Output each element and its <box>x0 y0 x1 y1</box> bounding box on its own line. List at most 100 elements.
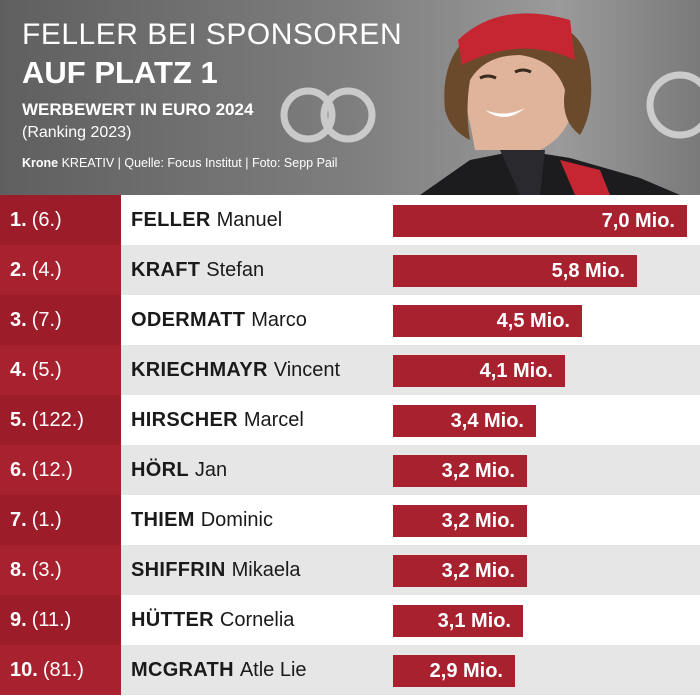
previous-rank: (81.) <box>42 658 84 681</box>
first-name: Stefan <box>206 258 265 281</box>
previous-rank: (6.) <box>31 208 62 231</box>
ranking-row: 9. (11.) HÜTTER Cornelia 3,1 Mio. <box>0 595 700 645</box>
athlete-name: HÖRL Jan <box>131 445 227 495</box>
rank-number: 7. <box>10 508 27 531</box>
subtitle-note: (Ranking 2023) <box>22 124 132 141</box>
value-bar: 3,4 Mio. <box>393 405 536 437</box>
credits: Krone KREATIV | Quelle: Focus Institut |… <box>22 156 337 170</box>
value-label: 7,0 Mio. <box>601 210 675 232</box>
rank-cell: 5. (122.) <box>0 395 121 445</box>
rank-cell: 6. (12.) <box>0 445 121 495</box>
value-bar: 3,2 Mio. <box>393 555 527 587</box>
rank-cell: 1. (6.) <box>0 195 121 245</box>
rank-cell: 2. (4.) <box>0 245 121 295</box>
credit-text: KREATIV | Quelle: Focus Institut | Foto:… <box>58 156 338 170</box>
first-name: Mikaela <box>231 558 301 581</box>
ranking-row: 10. (81.) MCGRATH Atle Lie 2,9 Mio. <box>0 645 700 695</box>
previous-rank: (122.) <box>31 408 84 431</box>
value-bar: 3,2 Mio. <box>393 505 527 537</box>
previous-rank: (7.) <box>31 308 62 331</box>
last-name: HÖRL <box>131 458 189 481</box>
ranking-row: 6. (12.) HÖRL Jan 3,2 Mio. <box>0 445 700 495</box>
athlete-name: THIEM Dominic <box>131 495 273 545</box>
value-label: 4,5 Mio. <box>496 310 570 332</box>
athlete-name: KRAFT Stefan <box>131 245 264 295</box>
value-label: 3,2 Mio. <box>441 460 515 482</box>
first-name: Vincent <box>273 358 341 381</box>
rank-number: 1. <box>10 208 27 231</box>
athlete-name: KRIECHMAYR Vincent <box>131 345 340 395</box>
last-name: THIEM <box>131 508 195 531</box>
value-label: 3,2 Mio. <box>441 560 515 582</box>
athlete-name: MCGRATH Atle Lie <box>131 645 307 695</box>
value-bar: 3,1 Mio. <box>393 605 523 637</box>
title-line-2: AUF PLATZ 1 <box>22 55 218 90</box>
rank-cell: 8. (3.) <box>0 545 121 595</box>
athlete-photo <box>0 0 700 195</box>
first-name: Marco <box>251 308 307 331</box>
last-name: HÜTTER <box>131 608 214 631</box>
value-label: 5,8 Mio. <box>551 260 625 282</box>
rank-number: 6. <box>10 458 27 481</box>
ranking-row: 7. (1.) THIEM Dominic 3,2 Mio. <box>0 495 700 545</box>
ranking-row: 3. (7.) ODERMATT Marco 4,5 Mio. <box>0 295 700 345</box>
subtitle: WERBEWERT IN EURO 2024 <box>22 100 254 119</box>
value-bar: 3,2 Mio. <box>393 455 527 487</box>
last-name: FELLER <box>131 208 211 231</box>
title-line-1: FELLER BEI SPONSOREN <box>22 18 403 51</box>
ranking-row: 2. (4.) KRAFT Stefan 5,8 Mio. <box>0 245 700 295</box>
athlete-name: HIRSCHER Marcel <box>131 395 304 445</box>
rank-number: 4. <box>10 358 27 381</box>
value-bar: 4,1 Mio. <box>393 355 565 387</box>
value-bar: 4,5 Mio. <box>393 305 582 337</box>
athlete-name: FELLER Manuel <box>131 195 282 245</box>
ranking-row: 5. (122.) HIRSCHER Marcel 3,4 Mio. <box>0 395 700 445</box>
value-bar: 2,9 Mio. <box>393 655 515 687</box>
rank-number: 10. <box>10 658 38 681</box>
previous-rank: (11.) <box>31 608 72 631</box>
rank-cell: 10. (81.) <box>0 645 121 695</box>
value-label: 3,2 Mio. <box>441 510 515 532</box>
last-name: KRIECHMAYR <box>131 358 268 381</box>
header: FELLER BEI SPONSOREN AUF PLATZ 1 WERBEWE… <box>0 0 700 195</box>
first-name: Atle Lie <box>239 658 307 681</box>
first-name: Marcel <box>243 408 304 431</box>
rank-cell: 4. (5.) <box>0 345 121 395</box>
rank-number: 9. <box>10 608 27 631</box>
previous-rank: (5.) <box>31 358 62 381</box>
last-name: HIRSCHER <box>131 408 238 431</box>
ranking-table: 1. (6.) FELLER Manuel 7,0 Mio. 2. (4.) KRAFT Ste… <box>0 195 700 700</box>
ranking-row: 1. (6.) FELLER Manuel 7,0 Mio. <box>0 195 700 245</box>
value-bar: 5,8 Mio. <box>393 255 637 287</box>
first-name: Cornelia <box>219 608 295 631</box>
previous-rank: (1.) <box>31 508 62 531</box>
credit-brand: Krone <box>22 156 59 170</box>
previous-rank: (4.) <box>31 258 62 281</box>
value-bar: 7,0 Mio. <box>393 205 687 237</box>
value-label: 4,1 Mio. <box>479 360 553 382</box>
value-label: 2,9 Mio. <box>429 660 503 682</box>
first-name: Jan <box>194 458 228 481</box>
athlete-name: ODERMATT Marco <box>131 295 307 345</box>
previous-rank: (3.) <box>31 558 62 581</box>
athlete-name: SHIFFRIN Mikaela <box>131 545 301 595</box>
rank-number: 2. <box>10 258 27 281</box>
last-name: MCGRATH <box>131 658 234 681</box>
rank-number: 3. <box>10 308 27 331</box>
rank-number: 8. <box>10 558 27 581</box>
rank-number: 5. <box>10 408 27 431</box>
ranking-row: 8. (3.) SHIFFRIN Mikaela 3,2 Mio. <box>0 545 700 595</box>
value-label: 3,1 Mio. <box>437 610 511 632</box>
last-name: ODERMATT <box>131 308 246 331</box>
rank-cell: 7. (1.) <box>0 495 121 545</box>
rank-cell: 9. (11.) <box>0 595 121 645</box>
first-name: Dominic <box>200 508 273 531</box>
previous-rank: (12.) <box>31 458 73 481</box>
last-name: SHIFFRIN <box>131 558 226 581</box>
first-name: Manuel <box>216 208 283 231</box>
rank-cell: 3. (7.) <box>0 295 121 345</box>
value-label: 3,4 Mio. <box>450 410 524 432</box>
ranking-row: 4. (5.) KRIECHMAYR Vincent 4,1 Mio. <box>0 345 700 395</box>
last-name: KRAFT <box>131 258 201 281</box>
athlete-name: HÜTTER Cornelia <box>131 595 294 645</box>
